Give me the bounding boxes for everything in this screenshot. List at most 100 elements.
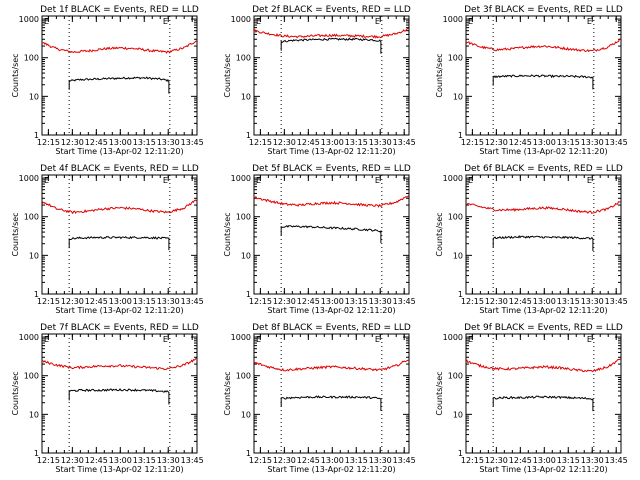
corner-mark-right: E (163, 335, 168, 344)
corner-mark-left: E (44, 176, 49, 185)
corner-mark-left: E (468, 17, 473, 26)
panel-det-1: Det 1f BLACK = Events, RED = LLD 1 10 100 10… (11, 5, 204, 156)
y-tick-label: 100 (448, 54, 463, 63)
panel-title: Det 2f BLACK = Events, RED = LLD (252, 5, 411, 15)
x-tick-label: 13:45 (181, 138, 204, 147)
events-series-line (492, 74, 594, 90)
y-tick-label: 1 (246, 290, 251, 299)
x-tick-label: 13:30 (581, 138, 604, 147)
x-tick-label: 13:15 (345, 138, 368, 147)
x-tick-label: 12:45 (297, 297, 320, 306)
x-tick-label: 12:45 (297, 456, 320, 465)
x-tick-label: 12:30 (273, 138, 296, 147)
y-tick-label: 1 (458, 131, 463, 140)
corner-mark-right: E (587, 176, 592, 185)
x-tick-label: 13:30 (157, 297, 180, 306)
corner-mark-left: E (468, 335, 473, 344)
corner-mark-left: E (256, 176, 261, 185)
x-tick-label: 13:45 (181, 297, 204, 306)
plot-frame (41, 15, 198, 136)
x-axis-label: Start Time (13-Apr-02 12:11:20) (479, 306, 607, 315)
x-tick-label: 13:00 (533, 456, 556, 465)
y-axis-label: Counts/sec (223, 53, 232, 97)
y-tick-label: 10 (29, 92, 39, 101)
y-tick-label: 10 (241, 410, 251, 419)
x-tick-label: 12:45 (509, 138, 532, 147)
corner-mark-right: E (375, 17, 380, 26)
y-tick-label: 100 (448, 372, 463, 381)
x-tick-label: 13:15 (133, 138, 156, 147)
y-tick-label: 1000 (19, 333, 39, 342)
x-tick-label: 12:45 (509, 297, 532, 306)
x-tick-label: 13:00 (321, 138, 344, 147)
y-axis-label: Counts/sec (435, 371, 444, 415)
events-series-line (68, 388, 170, 405)
x-tick-label: 12:30 (485, 138, 508, 147)
y-tick-label: 100 (236, 372, 251, 381)
plot-frame (465, 333, 622, 454)
x-tick-label: 13:00 (109, 138, 132, 147)
y-axis-label: Counts/sec (11, 212, 20, 256)
plot-frame (253, 333, 410, 454)
plot-frame (253, 15, 410, 136)
panel-title: Det 3f BLACK = Events, RED = LLD (464, 5, 623, 15)
x-tick-label: 12:45 (297, 138, 320, 147)
y-tick-label: 10 (453, 251, 463, 260)
x-tick-label: 13:15 (133, 456, 156, 465)
x-tick-label: 12:15 (37, 456, 60, 465)
y-axis-label: Counts/sec (11, 371, 20, 415)
lld-series-line (42, 40, 197, 54)
y-tick-label: 10 (241, 92, 251, 101)
x-tick-label: 12:15 (461, 297, 484, 306)
y-tick-label: 10 (29, 251, 39, 260)
corner-mark-right: E (163, 17, 168, 26)
x-tick-label: 12:45 (85, 297, 108, 306)
x-tick-label: 13:30 (369, 297, 392, 306)
x-axis-label: Start Time (13-Apr-02 12:11:20) (267, 147, 395, 156)
panel-det-4: Det 4f BLACK = Events, RED = LLD 1 10 100 10… (11, 164, 204, 315)
y-tick-label: 10 (241, 251, 251, 260)
lld-series-line (253, 195, 409, 208)
corner-mark-left: E (44, 335, 49, 344)
x-tick-label: 13:45 (605, 138, 628, 147)
corner-mark-left: E (468, 176, 473, 185)
x-tick-label: 13:30 (157, 456, 180, 465)
x-tick-label: 13:00 (533, 138, 556, 147)
corner-mark-left: E (256, 335, 261, 344)
panel-title: Det 7f BLACK = Events, RED = LLD (40, 323, 199, 333)
corner-mark-right: E (587, 335, 592, 344)
y-tick-label: 1000 (231, 15, 251, 24)
x-tick-label: 12:30 (273, 297, 296, 306)
plot-frame (41, 333, 198, 454)
x-tick-label: 13:45 (605, 297, 628, 306)
x-tick-label: 13:00 (533, 297, 556, 306)
y-tick-label: 1 (34, 290, 39, 299)
panel-title: Det 1f BLACK = Events, RED = LLD (40, 5, 199, 15)
lld-series-line (465, 38, 621, 53)
corner-mark-left: E (256, 17, 261, 26)
x-tick-label: 13:30 (581, 297, 604, 306)
y-tick-label: 1000 (443, 333, 463, 342)
y-axis-label: Counts/sec (435, 53, 444, 97)
events-series-line (280, 224, 382, 244)
corner-mark-right: E (163, 176, 168, 185)
panel-det-2: Det 2f BLACK = Events, RED = LLD 1 10 100 10… (223, 5, 416, 156)
y-tick-label: 1000 (443, 174, 463, 183)
x-tick-label: 12:45 (85, 138, 108, 147)
x-tick-label: 13:00 (321, 297, 344, 306)
corner-mark-left: E (44, 17, 49, 26)
x-tick-label: 13:45 (393, 297, 416, 306)
panel-title: Det 9f BLACK = Events, RED = LLD (464, 323, 623, 333)
x-tick-label: 12:30 (485, 456, 508, 465)
y-tick-label: 100 (236, 213, 251, 222)
x-tick-label: 13:15 (345, 456, 368, 465)
y-tick-label: 1000 (19, 174, 39, 183)
y-tick-label: 100 (24, 372, 39, 381)
y-tick-label: 1 (246, 449, 251, 458)
y-tick-label: 10 (453, 410, 463, 419)
x-tick-label: 13:00 (321, 456, 344, 465)
x-tick-label: 13:30 (369, 138, 392, 147)
y-tick-label: 1 (34, 131, 39, 140)
lld-series-line (41, 199, 197, 215)
x-tick-label: 12:15 (249, 138, 272, 147)
